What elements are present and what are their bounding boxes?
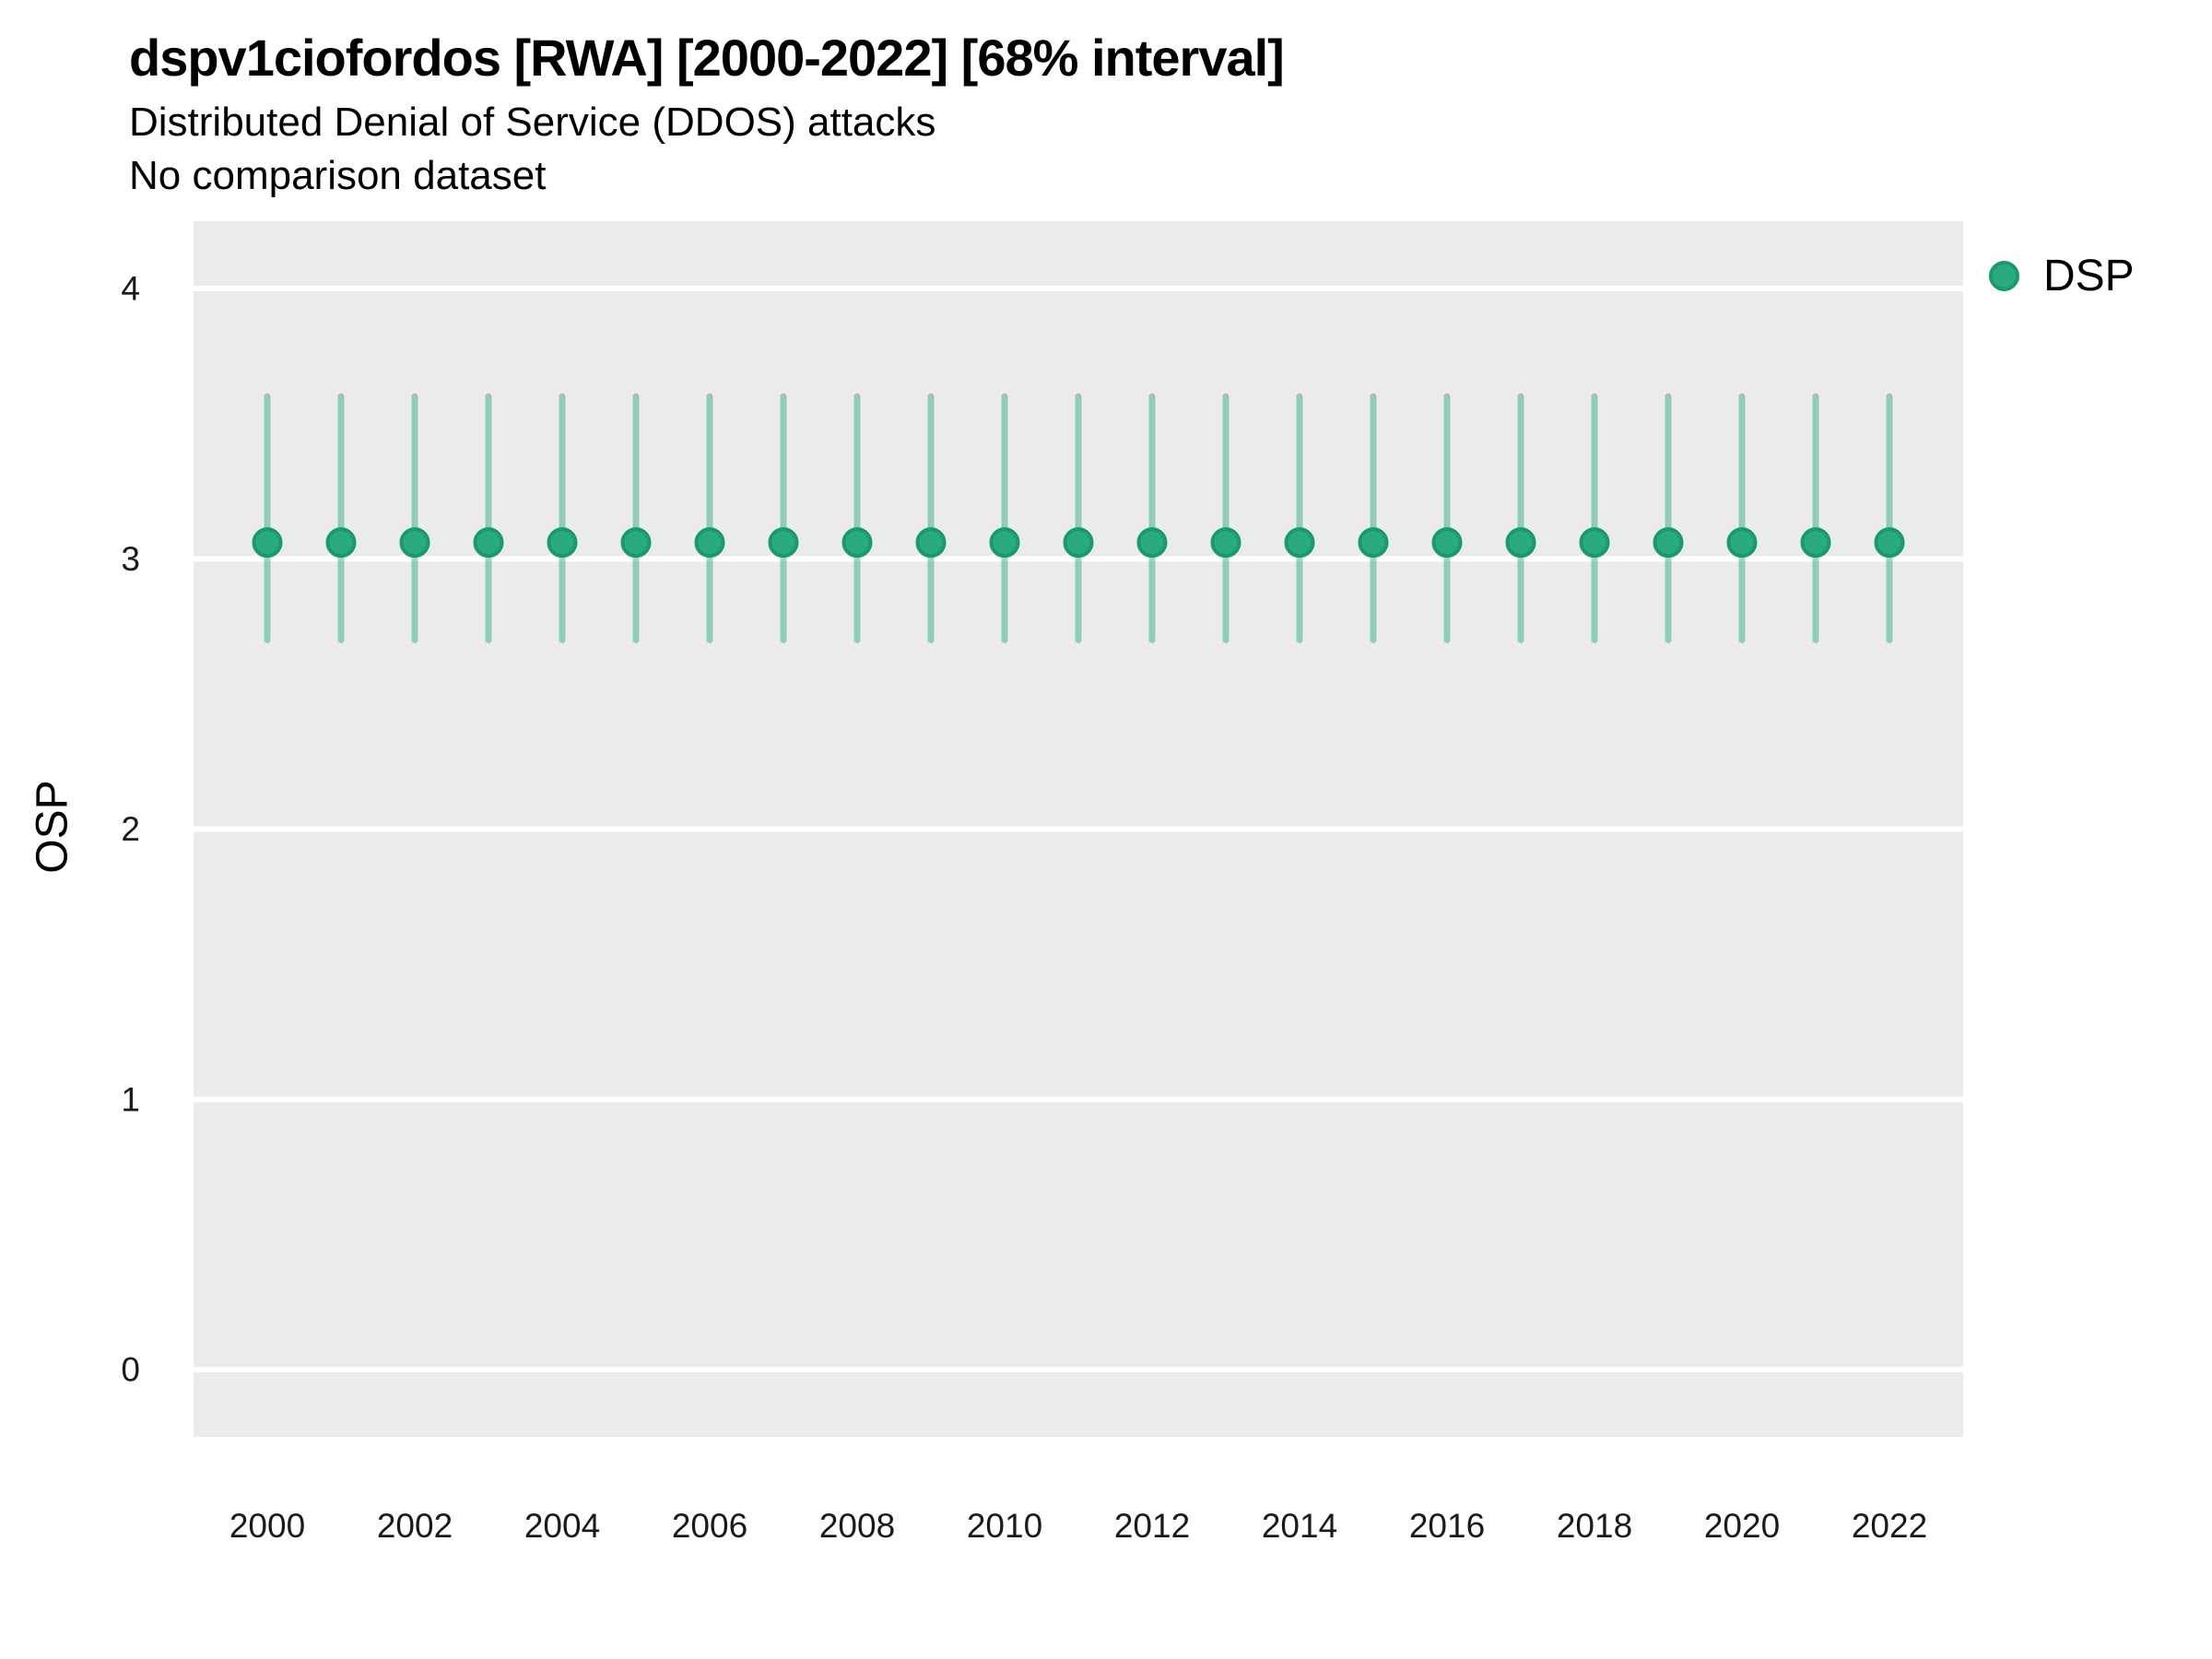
y-tick-label-0: 0 (121, 1351, 140, 1389)
data-point-2021 (1800, 527, 1831, 559)
legend: DSP (1989, 251, 2135, 301)
x-tick-label-2002: 2002 (377, 1507, 453, 1545)
x-tick-label-2016: 2016 (1409, 1507, 1485, 1545)
y-tick-label-3: 3 (121, 540, 140, 578)
x-tick-label-2020: 2020 (1704, 1507, 1780, 1545)
x-tick-label-2010: 2010 (967, 1507, 1042, 1545)
data-point-2002 (399, 527, 430, 559)
data-point-2016 (1431, 527, 1463, 559)
data-point-2015 (1358, 527, 1389, 559)
y-tick-label-2: 2 (121, 810, 140, 848)
data-point-2007 (768, 527, 799, 559)
data-point-2014 (1284, 527, 1315, 559)
data-point-2017 (1505, 527, 1536, 559)
legend-label: DSP (2043, 252, 2135, 300)
y-tick-label-1: 1 (121, 1080, 140, 1118)
data-point-2020 (1726, 527, 1758, 559)
data-point-2008 (841, 527, 873, 559)
data-point-2003 (473, 527, 504, 559)
data-point-2001 (325, 527, 357, 559)
data-point-2006 (694, 527, 725, 559)
y-tick-label-4: 4 (121, 270, 140, 308)
data-point-2022 (1874, 527, 1905, 559)
x-tick-label-2008: 2008 (819, 1507, 895, 1545)
comparison-note: No comparison dataset (129, 153, 547, 198)
data-point-2005 (620, 527, 652, 559)
x-tick-label-2012: 2012 (1114, 1507, 1190, 1545)
x-tick-label-2018: 2018 (1557, 1507, 1632, 1545)
data-point-2004 (547, 527, 578, 559)
chart-subtitle: Distributed Denial of Service (DDOS) att… (129, 100, 936, 145)
data-point-2013 (1210, 527, 1241, 559)
chart-title: dspv1ciofordos [RWA] [2000-2022] [68% in… (129, 29, 1285, 87)
data-point-2018 (1579, 527, 1610, 559)
data-point-2019 (1653, 527, 1684, 559)
data-point-2011 (1063, 527, 1094, 559)
data-point-2000 (252, 527, 283, 559)
legend-circle-icon (1989, 261, 2019, 291)
x-tick-label-2014: 2014 (1262, 1507, 1337, 1545)
x-tick-label-2004: 2004 (524, 1507, 600, 1545)
data-point-2009 (915, 527, 947, 559)
x-tick-label-2006: 2006 (672, 1507, 747, 1545)
data-point-2010 (989, 527, 1020, 559)
data-point-2012 (1136, 527, 1168, 559)
x-tick-label-2022: 2022 (1852, 1507, 1927, 1545)
x-tick-label-2000: 2000 (229, 1507, 305, 1545)
